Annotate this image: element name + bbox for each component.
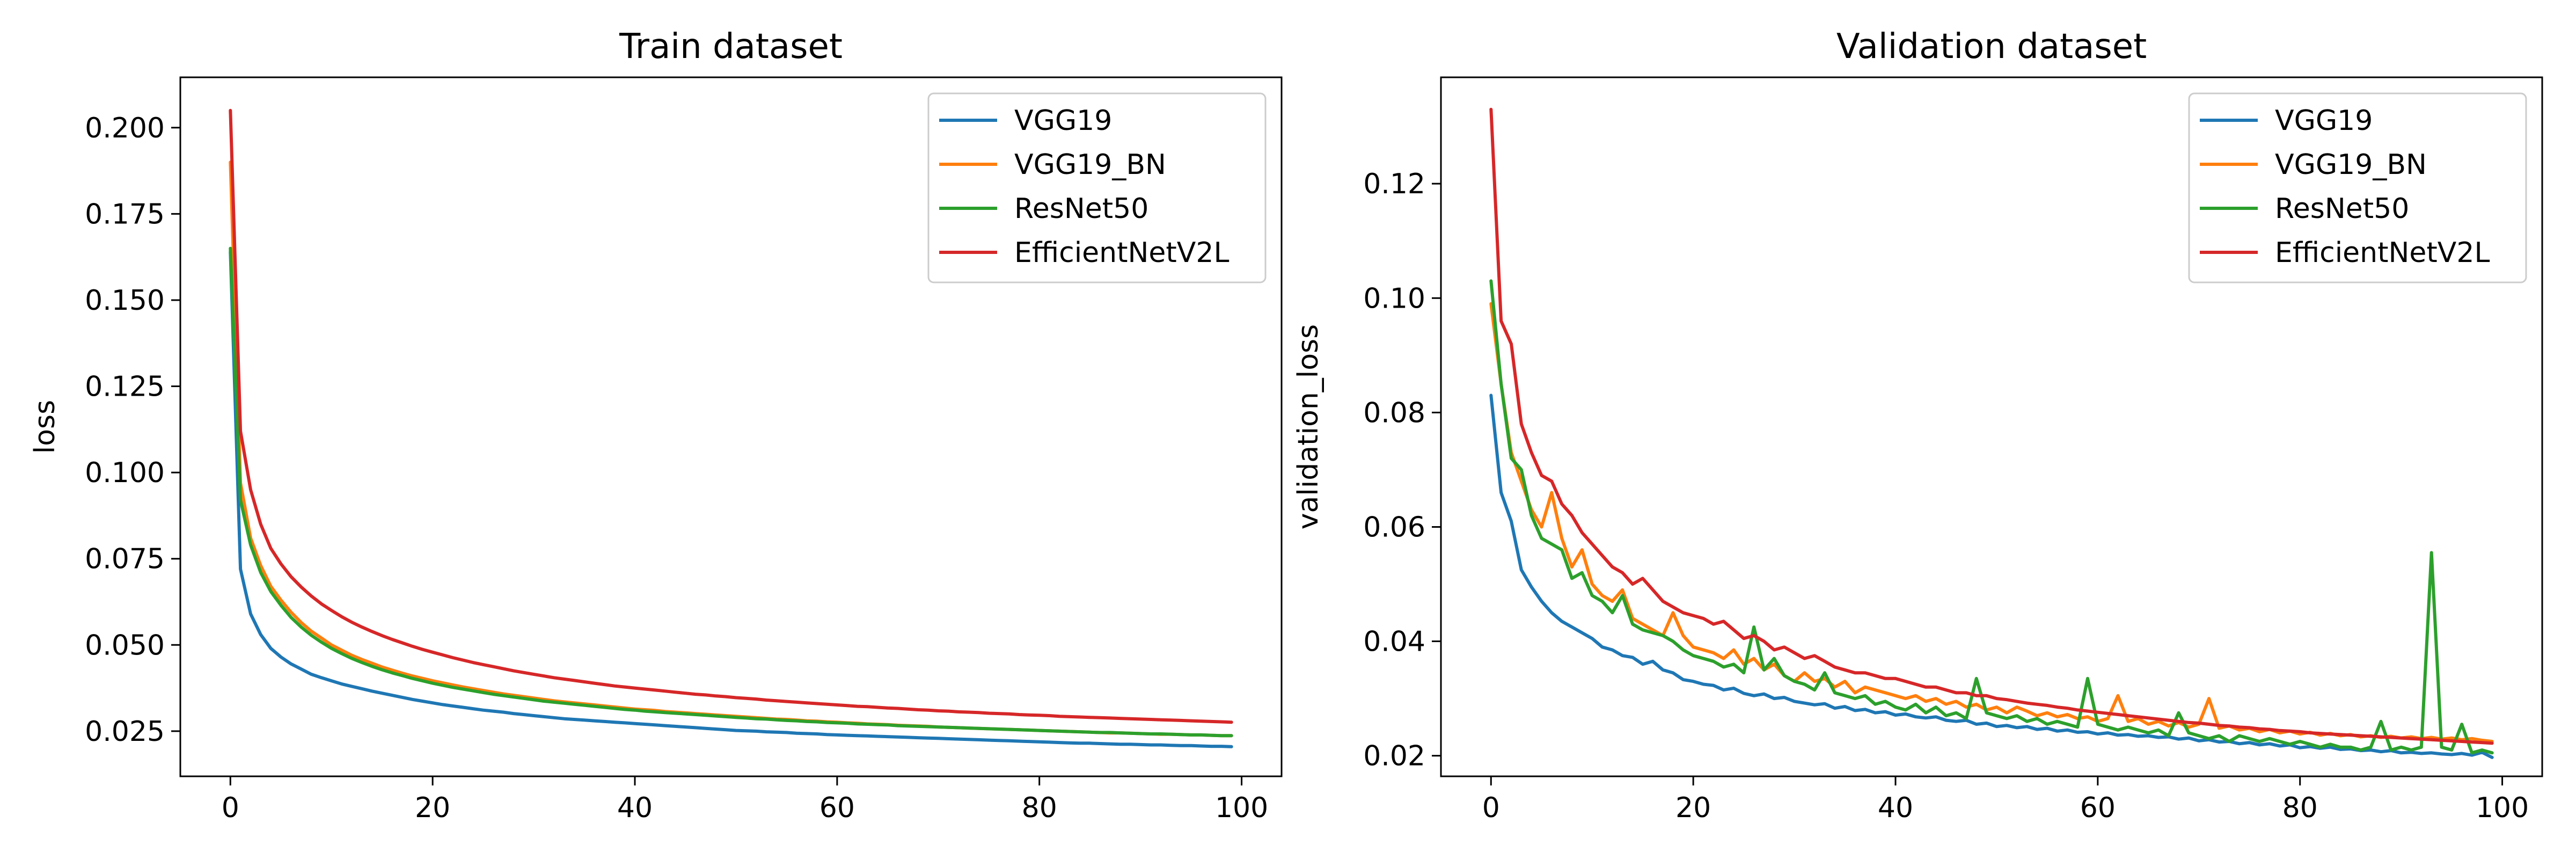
y-tick-label: 0.075 <box>85 543 165 576</box>
x-tick-label: 100 <box>2476 792 2529 824</box>
x-tick-label: 0 <box>222 792 239 824</box>
legend-box <box>927 92 1267 283</box>
y-tick-label: 0.100 <box>85 457 165 489</box>
chart-panel-1: 0 20 40 60 80 100 0.025 0.050 0.075 0.100 0.125 0.1… <box>29 27 1283 824</box>
legend-label: ResNet50 <box>2275 193 2409 225</box>
legend: VGG19 VGG19_BN ResNet50 EfficientNetV2L <box>927 92 1267 283</box>
y-tick-label: 0.10 <box>1363 282 1425 315</box>
legend: VGG19 VGG19_BN ResNet50 EfficientNetV2L <box>2188 92 2527 283</box>
legend-label: VGG19_BN <box>1014 149 1166 181</box>
x-tick-label: 60 <box>2080 792 2116 824</box>
x-tick-label: 20 <box>1675 792 1711 824</box>
x-tick-label: 0 <box>1482 792 1500 824</box>
x-tick-label: 40 <box>1878 792 1913 824</box>
legend-box <box>2188 92 2527 283</box>
y-tick-label: 0.06 <box>1363 511 1425 543</box>
series-line-efficientnetv2l <box>1489 107 2494 745</box>
legend-label: VGG19_BN <box>2275 149 2427 181</box>
x-tick-label: 60 <box>819 792 855 824</box>
y-axis-label: loss <box>29 400 61 454</box>
plot-frame <box>1440 76 2543 777</box>
y-tick-label: 0.08 <box>1363 397 1425 429</box>
chart-title: Validation dataset <box>1836 27 2147 67</box>
series-line-resnet50 <box>1489 279 2494 755</box>
y-tick-label: 0.175 <box>85 198 165 230</box>
legend-label: VGG19 <box>2275 105 2373 137</box>
plot-frame <box>179 76 1283 777</box>
x-tick-label: 20 <box>415 792 450 824</box>
chart-panel-2: 0 20 40 60 80 100 0.02 0.04 0.06 0.08 0.10 0.12 Vali… <box>1292 27 2543 824</box>
y-tick-label: 0.050 <box>85 629 165 661</box>
x-tick-label: 80 <box>2282 792 2318 824</box>
legend-label: ResNet50 <box>1014 193 1148 225</box>
series-line-vgg19_bn <box>1489 302 2494 743</box>
x-tick-label: 40 <box>617 792 653 824</box>
y-tick-label: 0.04 <box>1363 626 1425 658</box>
y-axis-label: validation_loss <box>1292 324 1324 529</box>
y-tick-label: 0.12 <box>1363 168 1425 200</box>
x-tick-label: 100 <box>1215 792 1268 824</box>
y-tick-label: 0.200 <box>85 112 165 144</box>
y-tick-label: 0.125 <box>85 371 165 403</box>
legend-label: EfficientNetV2L <box>2275 237 2490 269</box>
legend-label: EfficientNetV2L <box>1014 237 1229 269</box>
y-tick-label: 0.02 <box>1363 740 1425 773</box>
legend-label: VGG19 <box>1014 105 1112 137</box>
chart-title: Train dataset <box>619 27 843 67</box>
series-line-resnet50 <box>229 246 1233 738</box>
y-tick-label: 0.025 <box>85 716 165 748</box>
series-line-vgg19 <box>1489 394 2494 759</box>
series-line-efficientnetv2l <box>229 108 1233 724</box>
y-tick-label: 0.150 <box>85 285 165 317</box>
x-tick-label: 80 <box>1022 792 1057 824</box>
series-line-vgg19 <box>229 250 1233 748</box>
